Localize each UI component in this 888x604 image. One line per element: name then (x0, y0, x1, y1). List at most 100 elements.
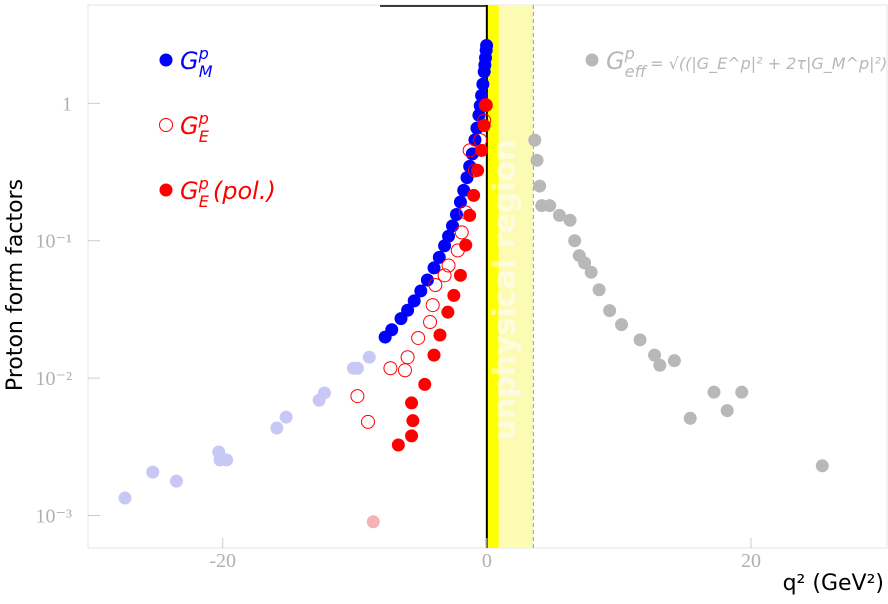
x-tick-label: 0 (482, 550, 492, 572)
data-point (446, 219, 460, 233)
data-point (169, 474, 183, 488)
data-point (633, 333, 647, 347)
data-point (317, 386, 331, 400)
data-point (118, 491, 132, 505)
data-point (383, 361, 398, 376)
legend-marker (159, 53, 173, 67)
data-point (146, 465, 160, 479)
data-point (400, 350, 415, 365)
data-point (707, 385, 721, 399)
legend-label: Gp E (pol.) (180, 174, 276, 211)
data-point (428, 278, 443, 293)
legend-marker (159, 118, 173, 132)
data-point (460, 171, 474, 185)
data-point (653, 358, 667, 372)
data-point (447, 288, 461, 302)
data-point (578, 256, 592, 270)
marks-layer (118, 38, 829, 529)
data-point (463, 208, 477, 222)
legend-name-suffix: (pol.) (213, 177, 276, 205)
axis-layer: -20 0 20 1 10⁻¹ 10⁻² 10⁻³ (35, 93, 761, 572)
data-point (423, 315, 438, 330)
data-point (468, 133, 482, 147)
data-point (603, 304, 617, 318)
y-tick-label: 10⁻¹ (35, 231, 72, 253)
data-point (815, 459, 829, 473)
data-point (425, 298, 440, 313)
legend-marker (585, 53, 599, 67)
y-tick-label: 1 (62, 93, 72, 115)
data-point (568, 234, 582, 248)
x-tick-label: 20 (741, 550, 761, 572)
data-point (432, 250, 446, 264)
y-axis-label: Proton form factors (3, 179, 28, 391)
data-point (648, 348, 662, 362)
data-point (477, 119, 491, 133)
legend-name: G (606, 47, 625, 75)
data-point (406, 414, 420, 428)
data-point (476, 77, 490, 91)
data-point (407, 294, 421, 308)
data-point (479, 98, 493, 112)
legend-name-sup: p (198, 109, 209, 128)
region-solid (486, 5, 499, 548)
data-point (360, 414, 375, 429)
data-point (427, 261, 441, 275)
data-point (391, 438, 405, 452)
data-point (457, 183, 471, 197)
x-tick-label: -20 (209, 550, 236, 572)
data-point (449, 207, 463, 221)
data-point (279, 410, 293, 424)
data-point (530, 153, 544, 167)
region-pale (498, 5, 534, 548)
data-point (366, 515, 380, 529)
data-point (350, 389, 365, 404)
data-point (397, 363, 412, 378)
data-point (584, 265, 598, 279)
data-point (592, 283, 606, 297)
data-point (528, 133, 542, 147)
legend: Gp MGp EGp E (pol.)Gp eff = √((|G_E^p|² + 2τ|G… (159, 44, 888, 211)
data-point (405, 396, 419, 410)
data-point (405, 429, 419, 443)
data-point (414, 284, 428, 298)
data-point (350, 361, 364, 375)
data-point (385, 323, 399, 337)
legend-name-sub: E (199, 127, 210, 146)
legend-name-sub: eff (625, 62, 649, 81)
data-point (270, 421, 284, 435)
x-axis-label: q² (GeV²) (783, 571, 884, 596)
data-point (220, 453, 234, 467)
data-point (433, 328, 447, 342)
legend-name: G (180, 47, 199, 75)
data-point (401, 303, 415, 317)
legend-marker (159, 183, 173, 197)
legend-name-suffix: = √((|G_E^p|² + 2τ|G_M^p|²) / (1 + 2τ)) (650, 54, 888, 74)
data-point (683, 411, 697, 425)
legend-name-sup: p (198, 44, 209, 63)
data-point (459, 238, 473, 252)
data-point (467, 188, 481, 202)
legend-label: Gp E (180, 109, 210, 146)
data-point (441, 258, 456, 273)
data-point (667, 354, 681, 368)
data-point (453, 268, 467, 282)
data-point (480, 38, 494, 52)
data-point (475, 143, 489, 157)
data-point (552, 208, 566, 222)
data-point (563, 213, 577, 227)
data-point (533, 179, 547, 193)
legend-name-sub: E (199, 192, 210, 211)
data-point (454, 225, 469, 240)
data-point (720, 404, 734, 418)
data-point (441, 305, 455, 319)
legend-name: G (180, 177, 199, 205)
data-point (437, 268, 452, 283)
y-tick-label: 10⁻³ (35, 506, 72, 528)
data-point (472, 108, 486, 122)
data-point (735, 385, 749, 399)
data-point (427, 348, 441, 362)
data-point (543, 199, 557, 213)
data-point (471, 163, 485, 177)
